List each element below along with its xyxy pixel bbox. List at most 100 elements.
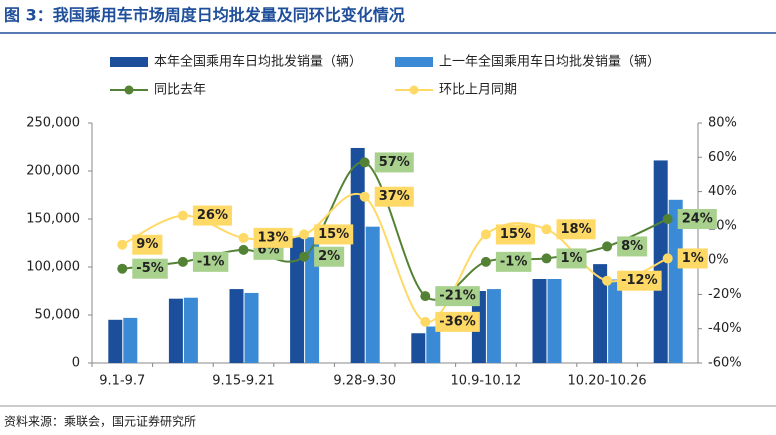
x-tick-label: 10.9-10.12 bbox=[450, 374, 521, 389]
y2-tick-label: 80% bbox=[708, 116, 737, 131]
bar bbox=[168, 298, 183, 363]
y-tick-label: 200,000 bbox=[26, 164, 80, 179]
data-label-box bbox=[617, 270, 662, 291]
marker bbox=[238, 244, 249, 255]
chart-title: 图 3：我国乘用车市场周度日均批发量及同环比变化情况 bbox=[4, 6, 405, 25]
data-label: 24% bbox=[682, 212, 713, 227]
data-label-box bbox=[374, 152, 414, 173]
marker bbox=[602, 275, 613, 286]
data-label-box bbox=[617, 236, 648, 257]
bar bbox=[229, 289, 244, 363]
data-label-box bbox=[495, 224, 536, 245]
marker bbox=[359, 191, 370, 202]
data-label: -1% bbox=[197, 254, 224, 269]
data-label: 1% bbox=[682, 251, 704, 266]
bar bbox=[486, 289, 501, 363]
legend-label: 环比上月同期 bbox=[439, 83, 517, 98]
data-label: 1% bbox=[561, 251, 583, 266]
marker bbox=[662, 253, 673, 264]
y2-tick-label: -20% bbox=[708, 287, 742, 302]
data-label: 15% bbox=[318, 227, 349, 242]
source: 资料来源：乘联会，国元证券研究所 bbox=[4, 414, 196, 429]
y-tick-label: 250,000 bbox=[26, 116, 80, 131]
legend-swatch bbox=[110, 57, 148, 67]
bar bbox=[365, 226, 380, 363]
legend-swatch bbox=[395, 57, 433, 67]
marker bbox=[662, 214, 673, 224]
bar bbox=[532, 279, 547, 363]
data-label: 37% bbox=[379, 189, 410, 204]
x-tick-label: 10.20-10.26 bbox=[568, 374, 647, 389]
legend-label: 同比去年 bbox=[154, 83, 206, 98]
data-label: 8% bbox=[621, 239, 643, 254]
legend-label: 上一年全国乘用车日均批发销量（辆） bbox=[439, 54, 660, 70]
y2-tick-label: -40% bbox=[708, 321, 742, 336]
data-label-box bbox=[314, 246, 345, 267]
y2-tick-label: 0% bbox=[708, 253, 729, 268]
data-label-box bbox=[253, 227, 293, 248]
y-tick-label: 100,000 bbox=[26, 260, 80, 275]
data-label-box bbox=[435, 311, 480, 332]
marker bbox=[541, 253, 552, 264]
data-label: 26% bbox=[197, 208, 228, 223]
data-label-box bbox=[314, 224, 354, 245]
data-label: 57% bbox=[379, 155, 410, 170]
data-label-box bbox=[192, 251, 229, 272]
marker bbox=[602, 241, 613, 252]
bar bbox=[411, 333, 426, 363]
data-label: 2% bbox=[318, 249, 340, 264]
bar bbox=[305, 237, 320, 363]
marker bbox=[541, 224, 552, 235]
legend-swatch bbox=[124, 85, 134, 95]
data-label-box bbox=[435, 286, 480, 307]
y2-tick-label: -60% bbox=[708, 356, 742, 371]
data-label: -5% bbox=[136, 261, 163, 276]
data-label: 13% bbox=[258, 230, 289, 245]
data-label: 15% bbox=[500, 227, 531, 242]
data-label-box bbox=[495, 251, 532, 272]
y2-tick-label: 60% bbox=[708, 150, 737, 165]
marker bbox=[420, 316, 431, 327]
bar bbox=[668, 199, 683, 363]
x-tick-label: 9.1-9.7 bbox=[99, 374, 145, 389]
bar bbox=[608, 279, 623, 363]
data-label: -21% bbox=[439, 289, 476, 304]
marker bbox=[299, 251, 310, 262]
data-label: -12% bbox=[621, 273, 658, 288]
marker bbox=[117, 239, 128, 250]
y-tick-label: 50,000 bbox=[35, 308, 81, 323]
marker bbox=[299, 229, 310, 240]
bar bbox=[123, 317, 138, 363]
y-tick-label: 0 bbox=[72, 356, 80, 371]
data-label-box bbox=[374, 186, 414, 207]
marker bbox=[359, 157, 370, 168]
legend-swatch bbox=[409, 85, 419, 95]
data-label-box bbox=[556, 248, 587, 269]
bar bbox=[290, 237, 305, 363]
marker bbox=[238, 232, 249, 243]
data-label: -36% bbox=[439, 314, 476, 329]
bar bbox=[183, 297, 198, 363]
y2-tick-label: 40% bbox=[708, 184, 737, 199]
data-label-box bbox=[677, 248, 708, 269]
marker bbox=[480, 256, 491, 267]
data-label-box bbox=[192, 205, 233, 226]
data-label-box bbox=[132, 234, 163, 255]
marker bbox=[177, 210, 188, 221]
x-tick-label: 9.15-9.21 bbox=[212, 374, 275, 389]
marker bbox=[480, 229, 491, 240]
bar bbox=[547, 279, 562, 363]
data-label-box bbox=[132, 258, 168, 279]
marker bbox=[420, 291, 431, 302]
data-label: 18% bbox=[561, 222, 592, 237]
bar bbox=[426, 326, 441, 363]
data-label-box bbox=[677, 209, 717, 229]
data-label-box bbox=[556, 219, 596, 240]
y-tick-label: 150,000 bbox=[26, 212, 80, 227]
marker bbox=[177, 256, 188, 267]
bar bbox=[593, 264, 608, 363]
legend-label: 本年全国乘用车日均批发销量（辆） bbox=[154, 54, 362, 70]
x-tick-label: 9.28-9.30 bbox=[333, 374, 396, 389]
data-label: -1% bbox=[500, 254, 527, 269]
